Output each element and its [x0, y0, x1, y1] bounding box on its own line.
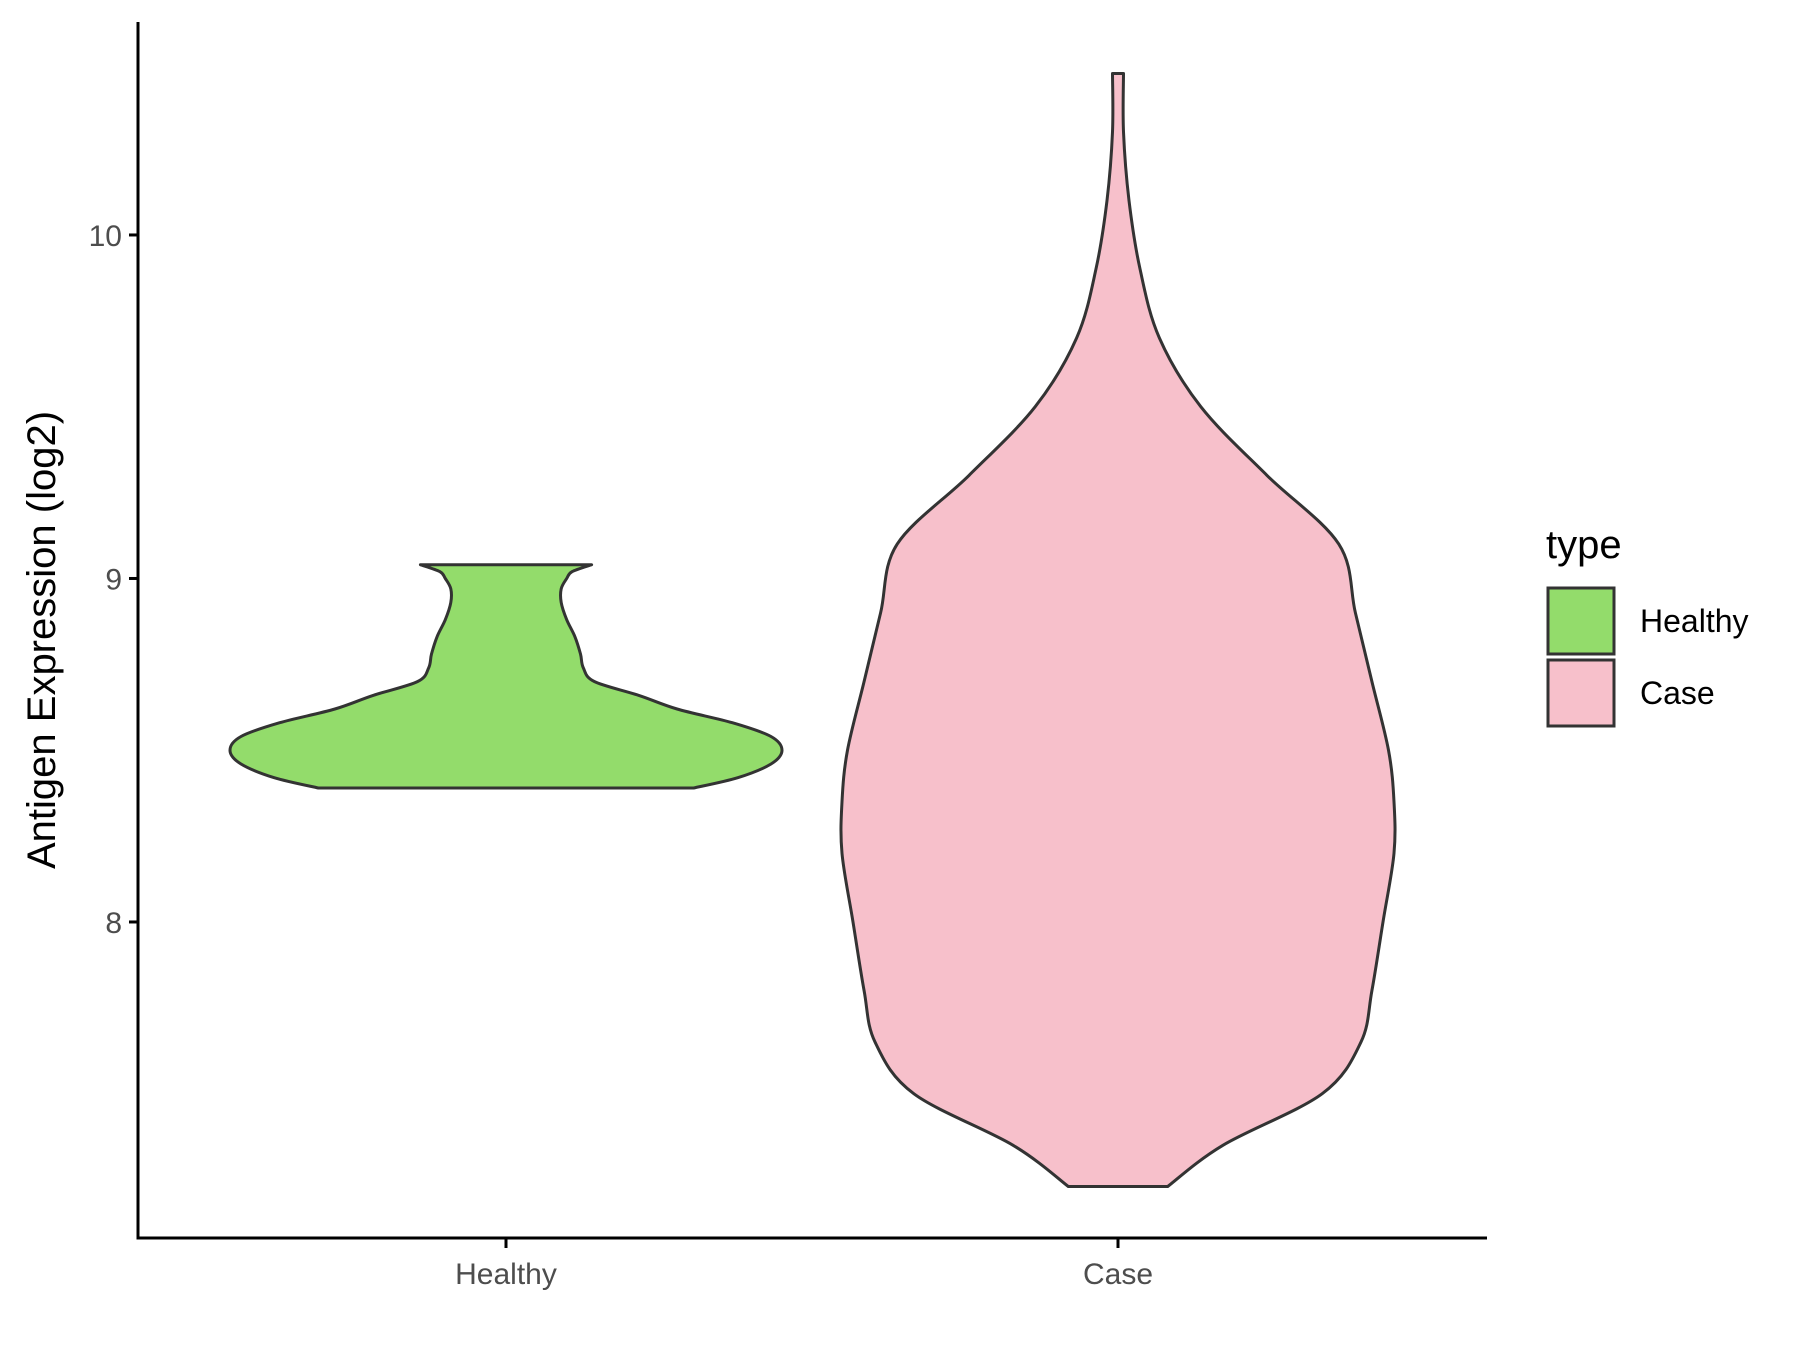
legend: type Healthy Case — [1546, 523, 1749, 728]
legend-items: Healthy Case — [1546, 586, 1749, 728]
x-tick-label: Case — [1083, 1258, 1153, 1291]
x-tick-label: Healthy — [455, 1258, 557, 1291]
plot-area: 8 9 10 Healthy Case — [89, 22, 1487, 1291]
violin-case — [839, 72, 1397, 1188]
legend-key-healthy — [1546, 586, 1616, 656]
violin-healthy — [228, 563, 784, 790]
legend-label-healthy: Healthy — [1640, 603, 1749, 639]
y-axis-ticks: 8 9 10 — [89, 220, 138, 940]
legend-key-case — [1546, 658, 1616, 728]
violins — [228, 72, 1397, 1188]
x-axis-ticks: Healthy Case — [455, 1238, 1153, 1291]
legend-title: type — [1546, 523, 1622, 567]
y-tick-label: 8 — [105, 907, 122, 940]
y-tick-label: 9 — [105, 563, 122, 596]
y-tick-label: 10 — [89, 220, 122, 253]
y-axis-title: Antigen Expression (log2) — [20, 411, 64, 869]
legend-label-case: Case — [1640, 675, 1715, 711]
